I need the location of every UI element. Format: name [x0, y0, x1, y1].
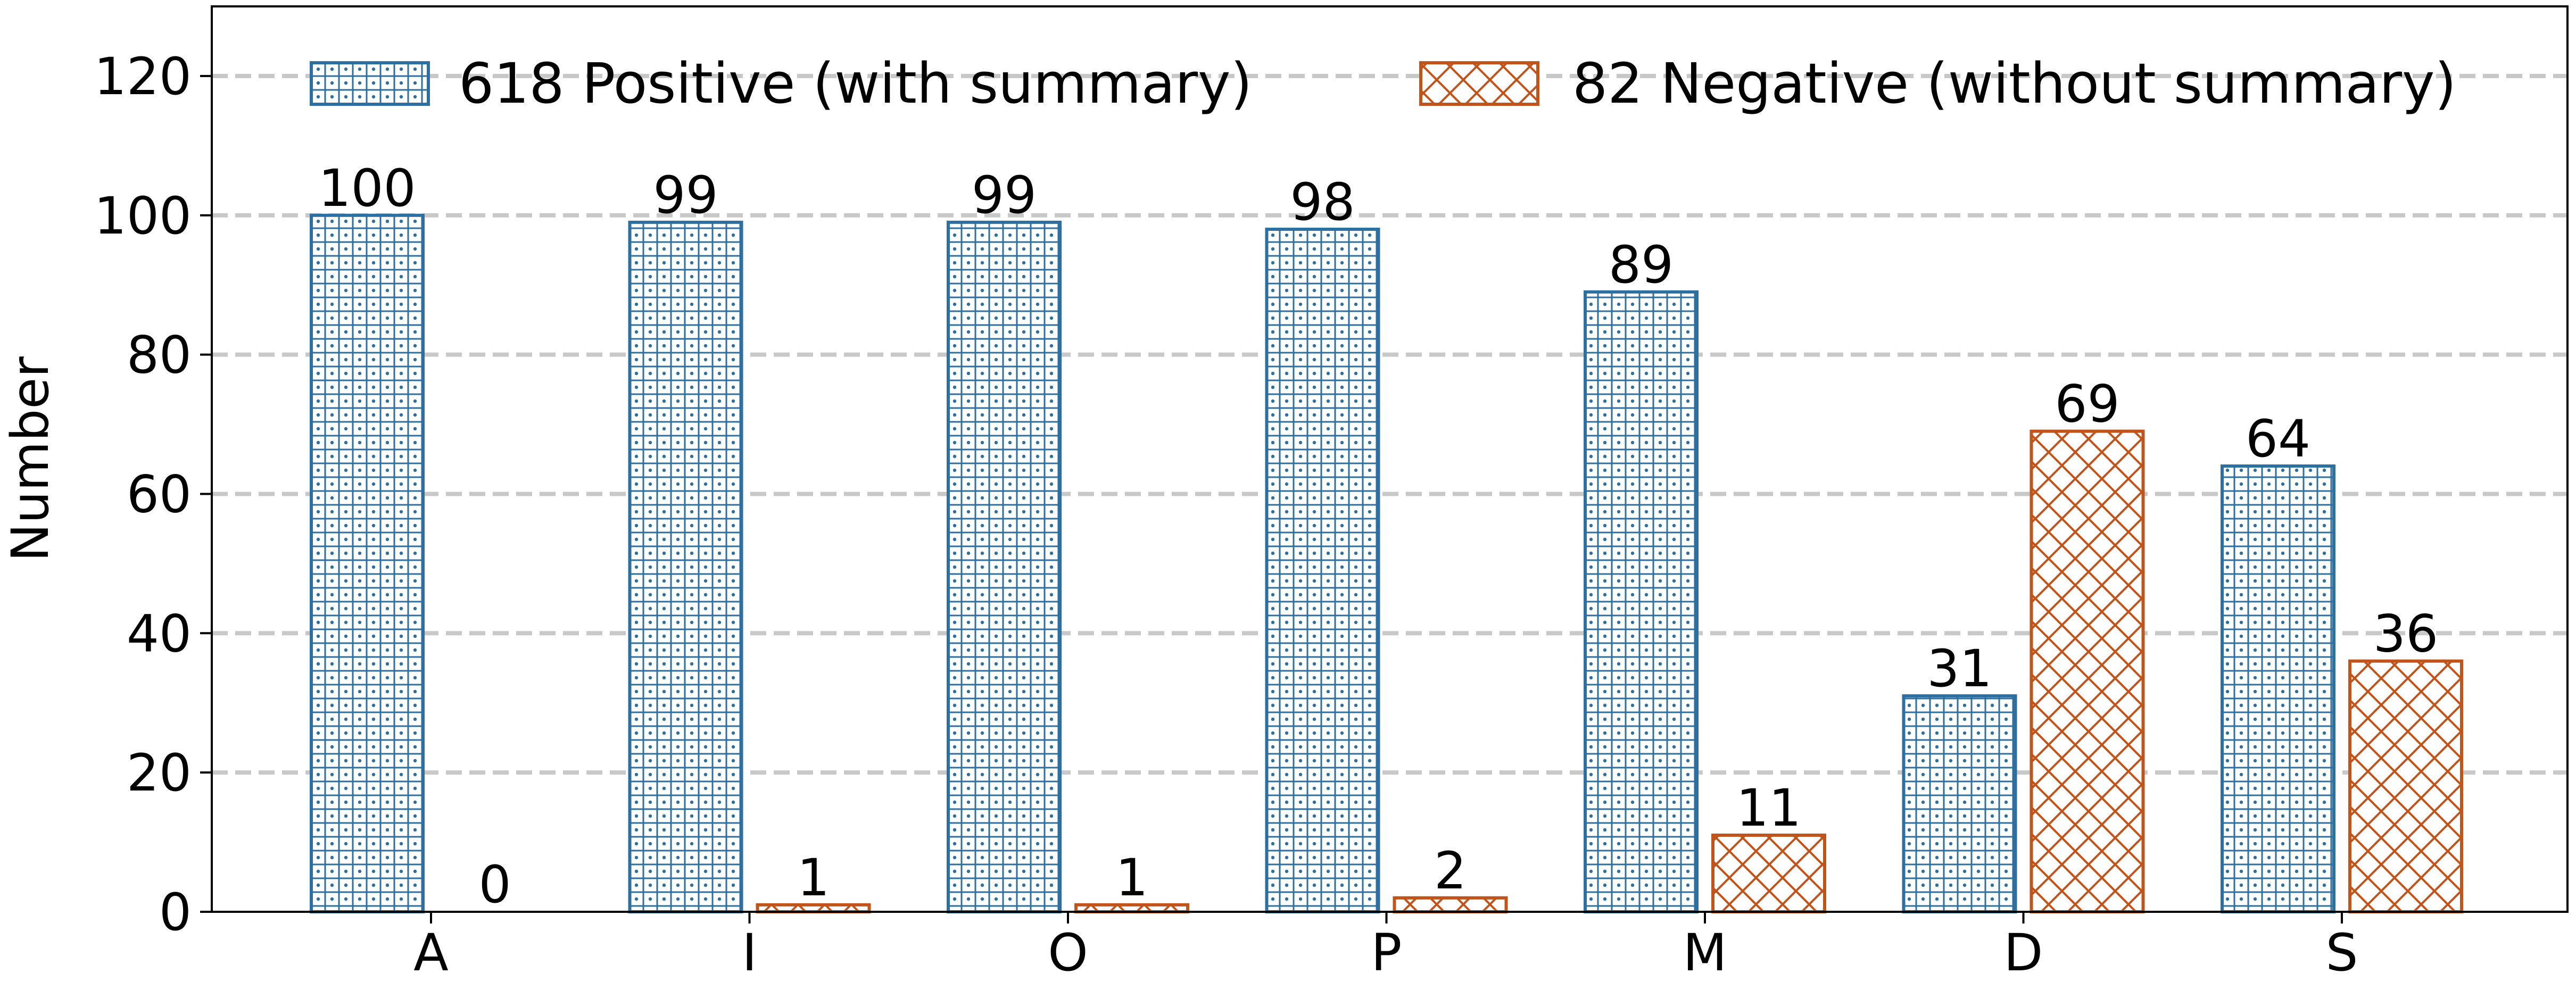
data-label-positive: 64	[2246, 409, 2310, 469]
legend-item-positive: 618 Positive (with summary)	[310, 51, 1252, 116]
bars	[310, 213, 2463, 914]
x-tick-label: O	[1048, 923, 1088, 983]
x-tick-label: A	[413, 923, 449, 983]
legend-swatch	[310, 61, 430, 106]
bar-positive	[2221, 464, 2335, 913]
data-label-positive: 99	[653, 165, 718, 225]
data-label-negative: 1	[797, 848, 830, 908]
y-tick-label: 100	[94, 186, 192, 246]
plot-frame	[211, 5, 2569, 913]
bar-negative	[2348, 659, 2463, 913]
legend-label: 82 Negative (without summary)	[1572, 51, 2456, 116]
x-tick-label: S	[2326, 923, 2358, 983]
x-tick-label: D	[2004, 923, 2043, 983]
bar-positive	[628, 220, 743, 913]
bar-positive	[310, 213, 425, 913]
data-label-positive: 98	[1290, 172, 1355, 232]
bar-positive	[1265, 227, 1380, 913]
x-tick-label: I	[742, 923, 757, 983]
data-labels: 100 0 99 1 99 1 98 2 89 11 31 69 64 36	[318, 159, 2438, 914]
data-label-positive: 99	[972, 165, 1037, 225]
data-label-negative: 69	[2055, 375, 2119, 434]
legend-item-negative: 82 Negative (without summary)	[1419, 51, 2456, 116]
y-tick-label: 40	[127, 604, 192, 663]
legend: 618 Positive (with summary) 82 Negative (…	[310, 51, 2456, 116]
grid-lines	[212, 73, 2567, 775]
y-axis-title: Number	[1, 356, 60, 562]
bar-positive	[1584, 290, 1699, 913]
data-label-positive: 31	[1927, 639, 1992, 698]
data-label-negative: 11	[1736, 778, 1801, 838]
data-label-positive: 89	[1609, 235, 1674, 295]
y-tick-label: 0	[159, 883, 192, 942]
data-label-negative: 36	[2373, 604, 2438, 664]
bar-negative	[1711, 833, 1826, 913]
y-tick-label: 120	[94, 47, 192, 106]
bar-positive	[1902, 694, 2017, 913]
x-tick-label: P	[1371, 923, 1402, 983]
data-label-negative: 0	[478, 855, 511, 914]
y-tick-label: 20	[127, 743, 192, 803]
bar-negative	[2030, 429, 2145, 913]
y-tick-label: 60	[127, 464, 192, 524]
y-axis-ticks: 0 20 40 60 80 100 120	[94, 47, 212, 942]
legend-label: 618 Positive (with summary)	[459, 51, 1252, 116]
data-label-negative: 2	[1434, 841, 1467, 901]
legend-swatch	[1419, 61, 1539, 106]
bar-positive	[947, 220, 1062, 913]
data-label-positive: 100	[318, 159, 416, 218]
data-label-negative: 1	[1115, 848, 1148, 908]
y-tick-label: 80	[127, 326, 192, 385]
x-tick-label: M	[1683, 923, 1727, 983]
